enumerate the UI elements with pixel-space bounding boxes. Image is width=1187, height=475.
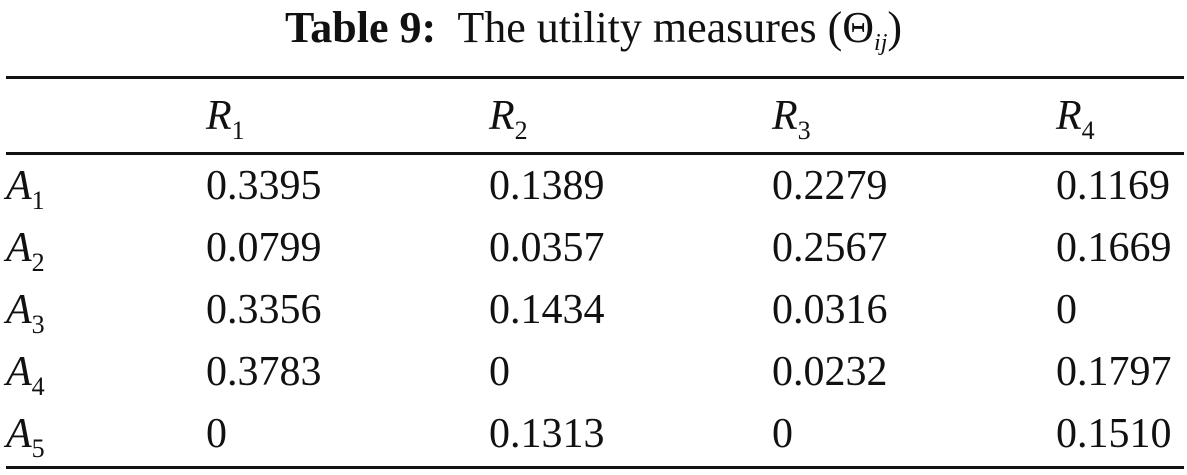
table-cell: 0.0799 — [206, 225, 322, 271]
table-cell: 0.1313 — [489, 411, 605, 457]
table-row: A3 0.3356 0.1434 0.0316 0 — [6, 279, 1184, 341]
column-header: R1 — [206, 92, 245, 145]
header-row: R1 R2 R3 R4 — [6, 79, 1184, 152]
row-header: A5 — [6, 411, 45, 463]
table-cell: 0.1169 — [1056, 163, 1170, 209]
row-header: A2 — [6, 225, 45, 277]
table-cell: 0.1797 — [1056, 349, 1172, 395]
table-cell: 0.1434 — [489, 287, 605, 333]
row-header: A1 — [6, 163, 45, 215]
table-cell: 0.0316 — [772, 287, 888, 333]
table-cell: 0 — [206, 411, 227, 457]
column-header: R3 — [772, 92, 811, 145]
corner-cell — [6, 79, 206, 152]
column-header: R2 — [489, 92, 528, 145]
column-header: R4 — [1056, 92, 1095, 145]
bottom-rule — [6, 466, 1184, 469]
table-cell: 0.1510 — [1056, 411, 1172, 457]
table-cell: 0.0232 — [772, 349, 888, 395]
table-cell: 0 — [772, 411, 793, 457]
caption-symbol: Θ — [842, 3, 875, 52]
table-row: A5 0 0.1313 0 0.1510 — [6, 403, 1184, 465]
table-row: A1 0.3395 0.1389 0.2279 0.1169 — [6, 152, 1184, 217]
table-label: Table 9: — [284, 3, 437, 52]
table-cell: 0 — [489, 349, 510, 395]
caption-subscript: ij — [874, 30, 888, 56]
table-cell: 0.0357 — [489, 225, 605, 271]
table-cell: 0.2567 — [772, 225, 888, 271]
table-cell: 0.1389 — [489, 163, 605, 209]
utility-table: R1 R2 R3 R4 A1 0.3395 0.1389 0.2279 0.11… — [6, 79, 1184, 465]
caption-text: The utility measures — [457, 3, 817, 52]
table-cell: 0 — [1056, 287, 1077, 333]
row-header: A3 — [6, 287, 45, 339]
table-cell: 0.1669 — [1056, 225, 1172, 271]
table-cell: 0.2279 — [772, 163, 888, 209]
table-row: A4 0.3783 0 0.0232 0.1797 — [6, 341, 1184, 403]
header-rule — [6, 152, 1184, 155]
top-rule — [6, 76, 1184, 79]
row-header: A4 — [6, 349, 45, 401]
table-cell: 0.3783 — [206, 349, 322, 395]
table-cell: 0.3356 — [206, 287, 322, 333]
table-cell: 0.3395 — [206, 163, 322, 209]
table-row: A2 0.0799 0.0357 0.2567 0.1669 — [6, 217, 1184, 279]
table-caption: Table 9: The utility measures (Θij) — [284, 3, 903, 56]
